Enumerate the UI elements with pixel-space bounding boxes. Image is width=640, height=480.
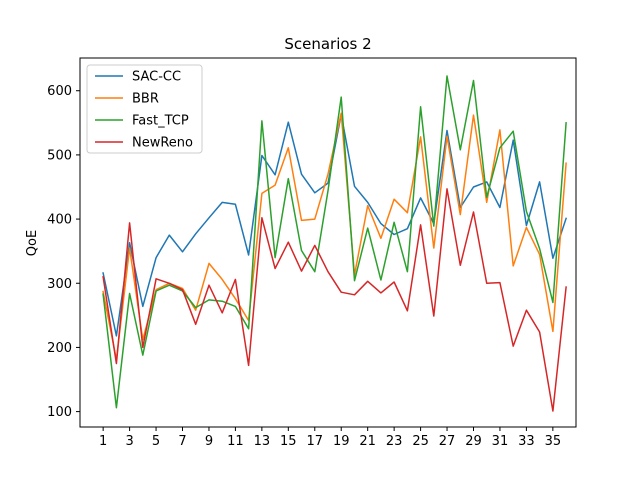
y-tick-label: 300 xyxy=(47,277,72,292)
x-tick-label: 31 xyxy=(492,434,509,449)
x-tick-label: 27 xyxy=(439,434,456,449)
legend-label: BBR xyxy=(132,92,159,107)
series-lines xyxy=(102,75,568,412)
chart-title: Scenarios 2 xyxy=(284,35,371,53)
x-tick-label: 15 xyxy=(280,434,297,449)
legend-box xyxy=(86,64,203,154)
x-tick-label: 5 xyxy=(152,434,160,449)
x-axis: 1 3 5 7 9 11 13 15 17 19 21 23 25 27 29 31 33 35 xyxy=(99,427,561,449)
legend: SAC-CC BBR Fast_TCP NewReno xyxy=(86,64,203,154)
x-tick-label: 35 xyxy=(545,434,562,449)
y-tick-label: 200 xyxy=(47,341,72,356)
x-tick-label: 25 xyxy=(412,434,429,449)
y-tick-label: 100 xyxy=(47,405,72,420)
x-tick-label: 33 xyxy=(518,434,535,449)
y-tick-label: 400 xyxy=(47,213,72,228)
x-tick-label: 11 xyxy=(227,434,244,449)
legend-label: SAC-CC xyxy=(132,70,181,85)
x-tick-label: 1 xyxy=(99,434,107,449)
x-tick-label: 9 xyxy=(205,434,213,449)
y-axis: 100 200 300 400 500 600 xyxy=(47,84,80,420)
y-tick-label: 600 xyxy=(47,84,72,99)
x-tick-label: 3 xyxy=(125,434,133,449)
series-line-fast-tcp xyxy=(102,75,567,409)
plot-frame xyxy=(79,57,577,428)
x-tick-label: 29 xyxy=(465,434,482,449)
series-line-newreno xyxy=(102,188,567,412)
x-tick-label: 19 xyxy=(333,434,350,449)
y-tick-label: 500 xyxy=(47,148,72,163)
legend-label: Fast_TCP xyxy=(132,114,189,129)
x-tick-label: 21 xyxy=(359,434,376,449)
legend-label: NewReno xyxy=(132,136,193,151)
x-tick-label: 23 xyxy=(386,434,403,449)
x-tick-label: 17 xyxy=(306,434,323,449)
x-tick-label: 13 xyxy=(254,434,271,449)
y-axis-label: QoE xyxy=(25,230,40,256)
x-tick-label: 7 xyxy=(178,434,186,449)
